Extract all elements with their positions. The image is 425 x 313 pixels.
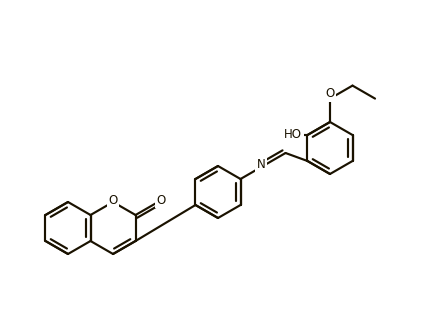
Text: N: N xyxy=(257,158,265,172)
Text: O: O xyxy=(326,87,334,100)
Text: O: O xyxy=(108,194,118,208)
Text: HO: HO xyxy=(284,129,302,141)
Text: O: O xyxy=(157,193,166,207)
